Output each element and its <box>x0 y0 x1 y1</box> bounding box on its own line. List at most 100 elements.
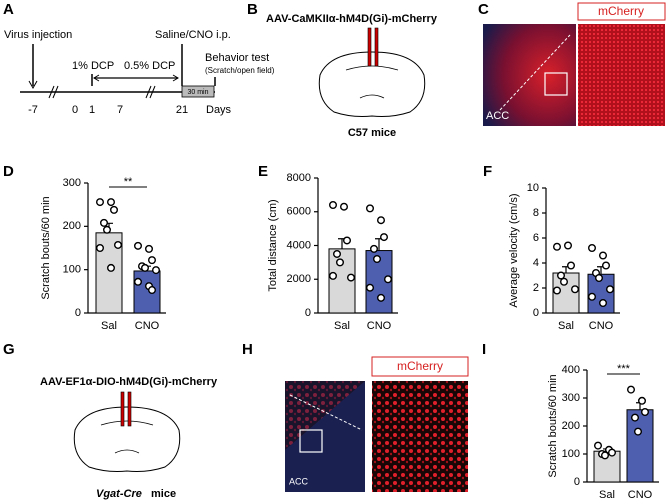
y-axis-label: Scratch bouts/60 min <box>547 374 559 477</box>
data-point <box>133 277 142 286</box>
data-point <box>377 293 386 302</box>
day-label: 7 <box>117 104 123 116</box>
data-point <box>595 274 604 283</box>
y-axis-label: Scratch bouts/60 min <box>40 196 52 299</box>
data-point <box>370 244 379 253</box>
x-tick-label: CNO <box>135 320 160 332</box>
x-tick-label: Sal <box>599 489 615 501</box>
data-point <box>144 244 153 253</box>
label: Saline/CNO i.p. <box>155 29 231 41</box>
data-point <box>373 254 382 263</box>
data-point <box>553 286 562 295</box>
bar-chart: D Scratch bouts/60 min 0 100 200 300 Sal CNO ** <box>3 163 166 332</box>
label: Vgat-Cre <box>96 488 142 500</box>
injector <box>127 391 132 427</box>
data-point <box>560 277 569 286</box>
label: Behavior test <box>205 52 269 64</box>
y-tick-label: 6 <box>533 232 539 244</box>
boundary <box>499 34 571 111</box>
data-point <box>638 396 647 405</box>
y-tick-label: 10 <box>527 182 539 194</box>
label: AAV-EF1α-DIO-hM4D(Gi)-mCherry <box>40 376 218 388</box>
panel-letter: I <box>482 341 486 358</box>
panel-letter: C <box>478 1 489 18</box>
bar-chart: E Total distance (cm) 0 2000 4000 6000 8000 Sal… <box>258 163 398 332</box>
data-point <box>567 261 576 270</box>
brain <box>318 51 426 117</box>
injector <box>374 27 379 67</box>
bar <box>626 409 654 483</box>
brain-detail <box>100 420 154 454</box>
panel-letter: G <box>3 341 15 358</box>
y-tick-label: 100 <box>562 448 580 460</box>
micrograph <box>578 24 665 126</box>
y-tick-label: 300 <box>562 392 580 404</box>
arrow-head <box>28 80 38 90</box>
bar-chart: I Scratch bouts/60 min 0 100 200 300 400 Sal CNO… <box>482 341 659 501</box>
labeled-region <box>285 381 365 450</box>
channel-label: mCherry <box>397 359 443 373</box>
y-tick-label: 2000 <box>287 273 311 285</box>
injector <box>120 391 125 427</box>
label: C57 mice <box>348 127 396 139</box>
region-label: ACC <box>486 110 509 122</box>
label: 0.5% DCP <box>124 60 175 72</box>
inset-box <box>544 72 568 96</box>
x-tick-label: CNO <box>628 489 653 501</box>
significance-label: *** <box>617 363 631 375</box>
data-point <box>106 198 115 207</box>
x-tick-label: CNO <box>367 320 392 332</box>
data-point <box>95 198 104 207</box>
data-point <box>336 258 345 267</box>
y-tick-label: 0 <box>75 307 81 319</box>
test-window <box>181 85 215 98</box>
micrograph <box>483 24 576 126</box>
arrow-head <box>93 74 179 82</box>
data-point <box>602 261 611 270</box>
micrograph <box>372 381 468 492</box>
data-point <box>588 243 597 252</box>
x-tick-label: Sal <box>558 320 574 332</box>
data-point <box>599 251 608 260</box>
data-point <box>564 241 573 250</box>
data-point <box>571 285 580 294</box>
panel-letter: E <box>258 163 268 180</box>
panel-b: B AAV-CaMKIIα-hM4D(Gi)-mCherry C57 mice <box>247 1 438 139</box>
panel-h: H ACC mCherry <box>242 341 469 492</box>
label: (Scratch/open field) <box>205 66 275 75</box>
y-axis-label: Average velocity (cm/s) <box>508 193 520 307</box>
y-tick-label: 0 <box>574 476 580 488</box>
data-point <box>113 240 122 249</box>
y-tick-label: 4 <box>533 257 539 269</box>
data-point <box>106 263 115 272</box>
y-tick-label: 100 <box>63 264 81 276</box>
data-point <box>133 241 142 250</box>
data-point <box>333 249 342 258</box>
bar-chart: F Average velocity (cm/s) 0 2 4 6 8 10 Sal CNO <box>483 163 620 332</box>
data-point <box>95 243 104 252</box>
data-point <box>380 233 389 242</box>
x-tick-label: CNO <box>589 320 614 332</box>
significance-label: ** <box>124 176 133 188</box>
data-point <box>340 202 349 211</box>
axis-break <box>48 85 156 99</box>
y-tick-label: 200 <box>63 220 81 232</box>
axis-label: Days <box>206 104 232 116</box>
day-label: 21 <box>176 104 188 116</box>
y-tick-label: 400 <box>562 364 580 376</box>
data-point <box>366 204 375 213</box>
channel-label: mCherry <box>598 4 644 18</box>
day-label: -7 <box>28 104 38 116</box>
x-tick-label: Sal <box>101 320 117 332</box>
brain-detail <box>345 65 399 99</box>
data-point <box>601 451 610 460</box>
day-label: 1 <box>89 104 95 116</box>
data-point <box>384 275 393 284</box>
y-tick-label: 8 <box>533 207 539 219</box>
data-point <box>140 263 149 272</box>
data-point <box>631 413 640 422</box>
y-tick-label: 4000 <box>287 239 311 251</box>
label: AAV-CaMKIIα-hM4D(Gi)-mCherry <box>266 13 438 25</box>
panel-letter: D <box>3 163 14 180</box>
label: 1% DCP <box>72 60 114 72</box>
